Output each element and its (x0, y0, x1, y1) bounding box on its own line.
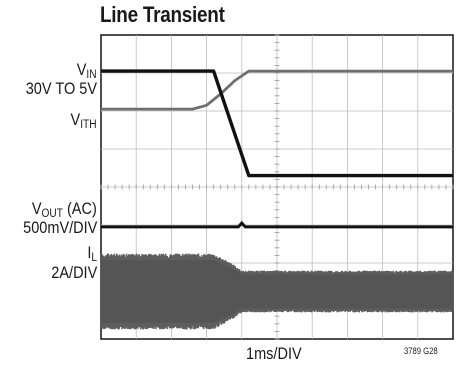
vout-scale-label: 500mV/DIV (22, 219, 97, 237)
il-trace-fill (101, 260, 453, 323)
vith-label: VITH (70, 111, 97, 131)
vin-trace (101, 69, 453, 178)
vout-trace (101, 220, 453, 229)
vin-range-label: 30V TO 5V (25, 80, 97, 98)
x-axis-label: 1ms/DIV (246, 345, 302, 363)
il-label: IL (87, 244, 97, 264)
chart-title: Line Transient (100, 2, 225, 27)
vout-label: VOUT (AC) (32, 200, 97, 220)
figure-id: 3789 G28 (404, 346, 438, 356)
il-scale-label: 2A/DIV (50, 264, 97, 282)
vin-label: VIN (77, 61, 97, 81)
